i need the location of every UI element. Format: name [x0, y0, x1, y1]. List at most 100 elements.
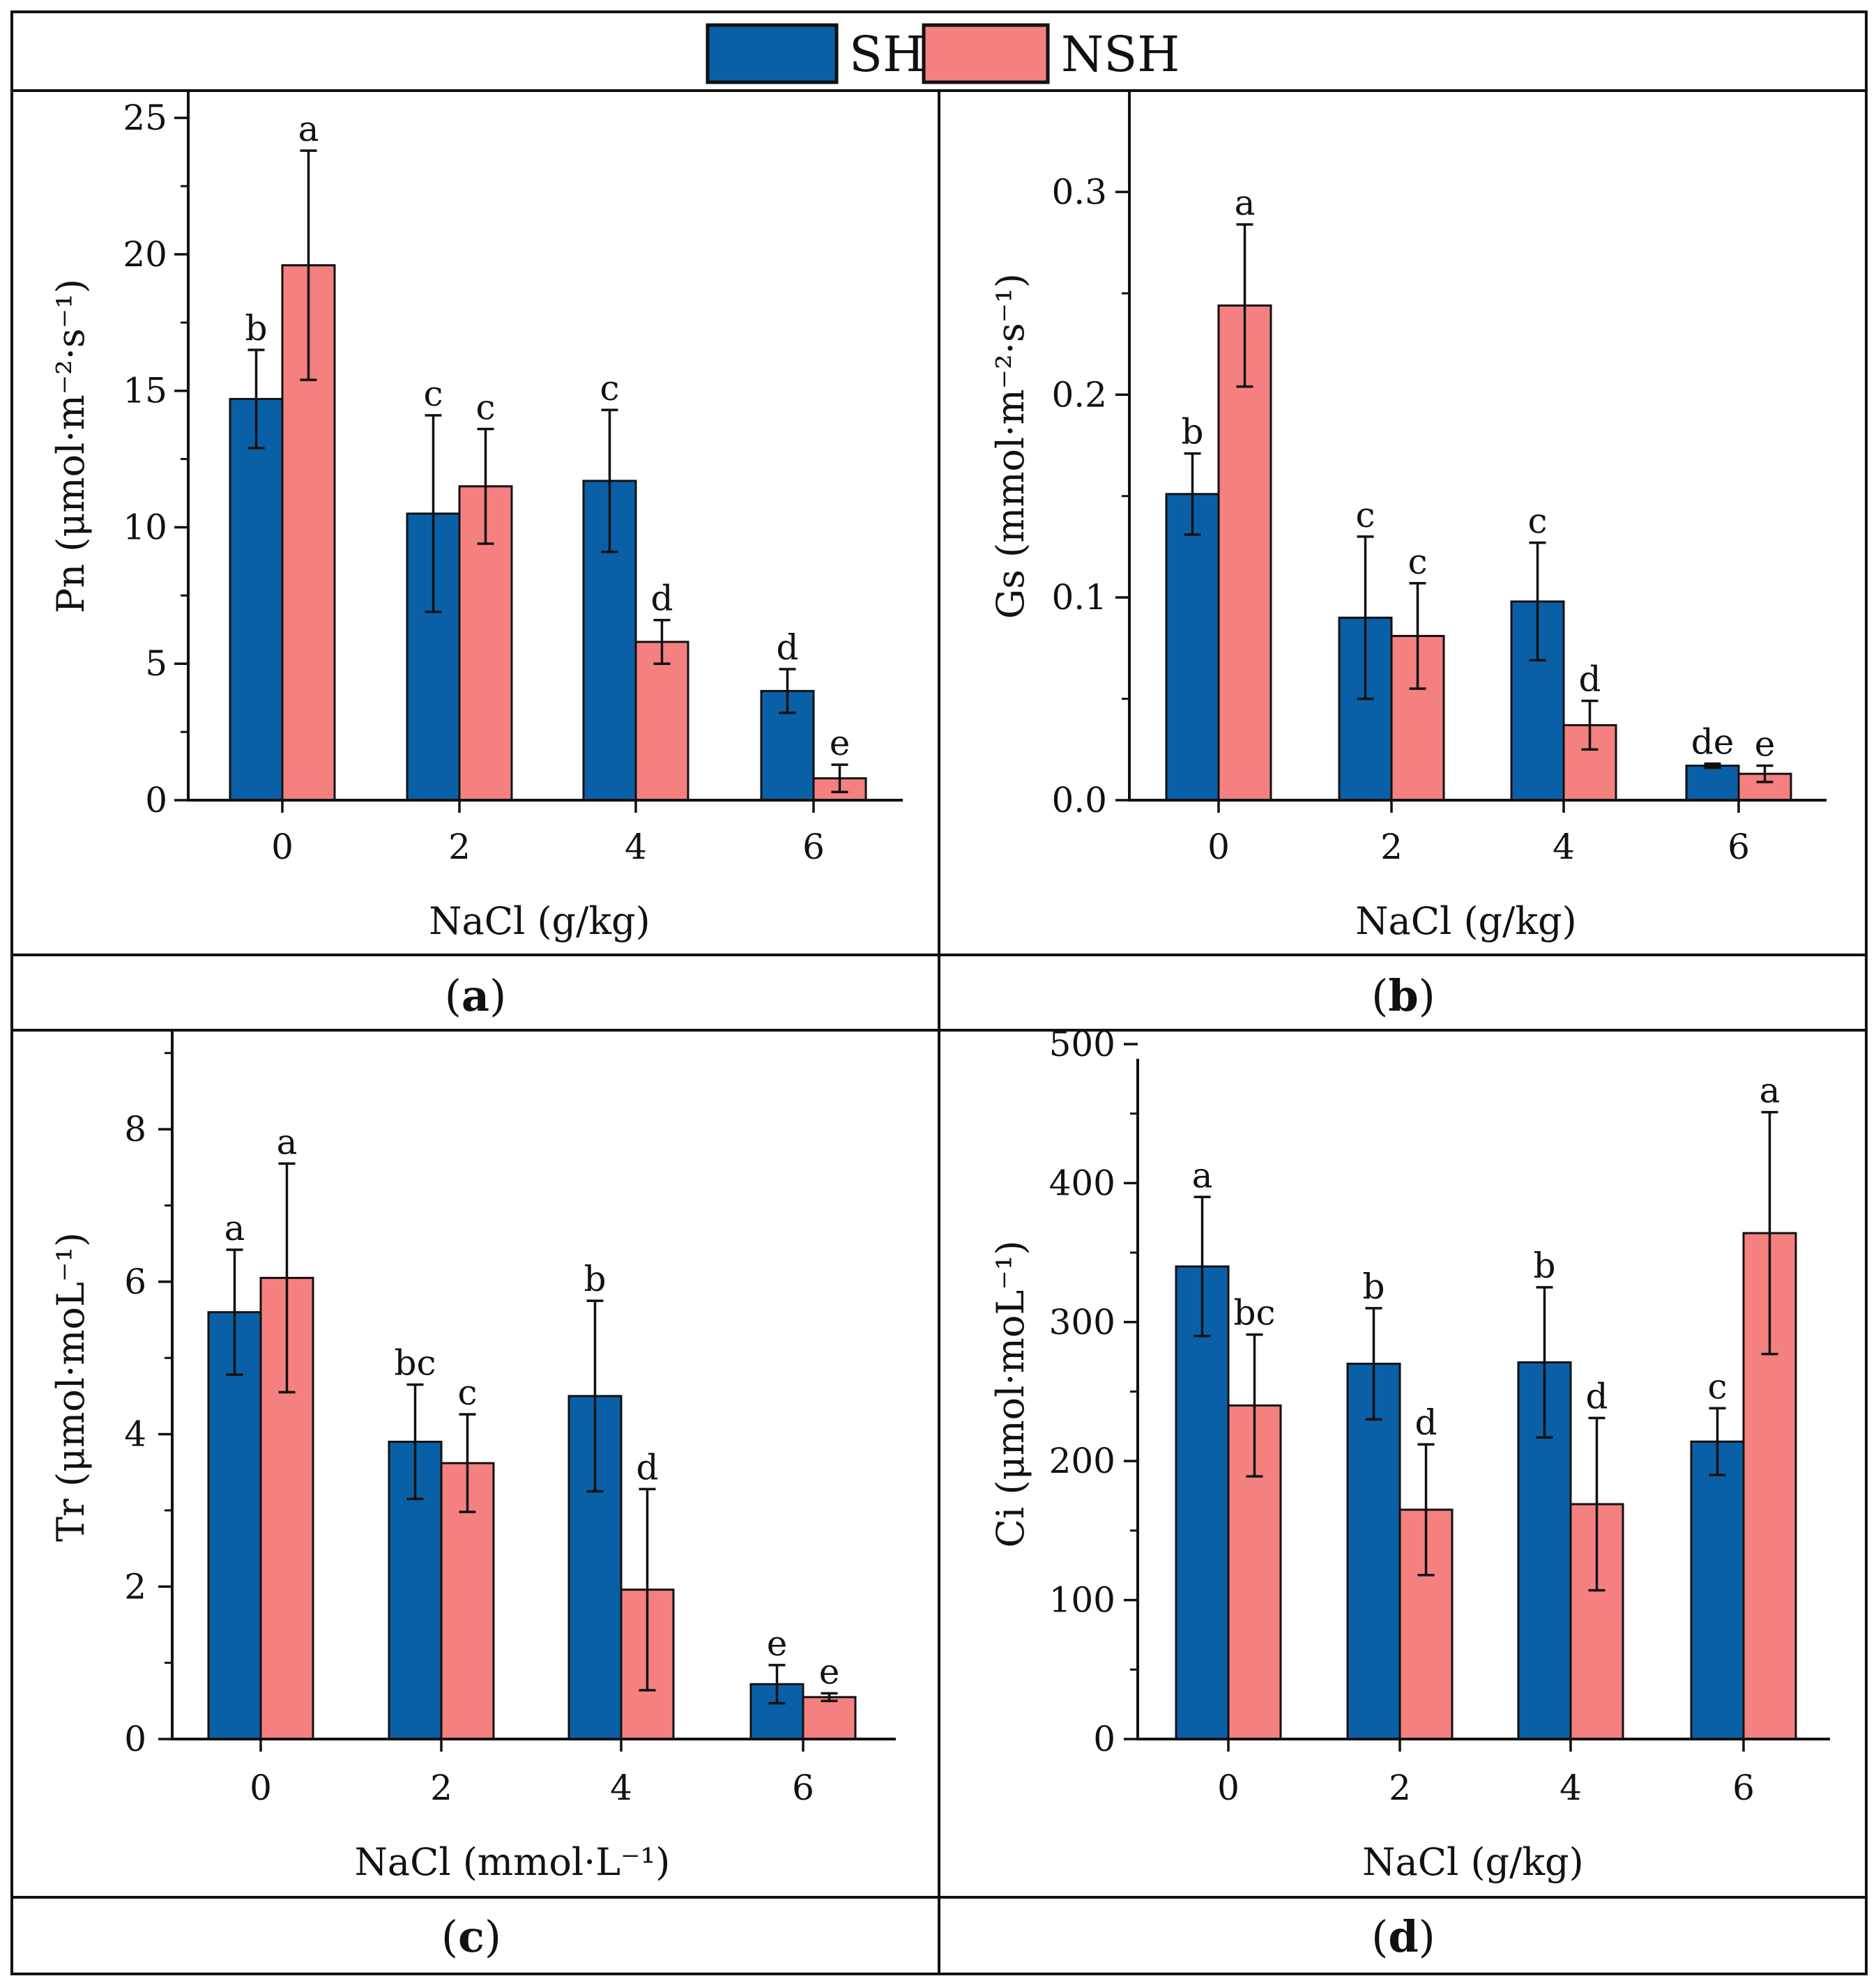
panel-c-sig-letter-nsh-4: d — [636, 1447, 658, 1487]
panel-d-ytick-label-4: 400 — [1049, 1163, 1115, 1203]
panel-d-y-axis-title: Ci (μmol·moL⁻¹) — [989, 1241, 1032, 1548]
panel-c-sig-letter-nsh-0: a — [277, 1121, 298, 1162]
panel-b-label: (b) — [1371, 970, 1435, 1021]
panel-c-label: (c) — [441, 1911, 501, 1962]
panel-c-errorbar-sh-4 — [586, 1299, 604, 1493]
panel-a-ytick-label-4: 20 — [123, 234, 167, 275]
panel-b-sig-letter-sh-2: c — [1355, 495, 1375, 535]
panel-a-errorbar-sh-0 — [247, 349, 265, 450]
panel-d-bar-sh-0 — [1175, 1265, 1230, 1740]
panel-a-y-axis-title: Pn (μmol·m⁻²·s⁻¹) — [49, 279, 93, 613]
panel-a-ytick-label-5: 25 — [123, 98, 167, 138]
panel-d-label-paren-open: ( — [1371, 1911, 1388, 1962]
panel-b-errorbar-nsh-0 — [1236, 223, 1253, 388]
panel-c-x-axis-title: NaCl (mmol·L⁻¹) — [355, 1840, 671, 1884]
panel-d-bar-sh-6 — [1690, 1440, 1745, 1740]
panel-b-xtick-label-2: 2 — [1380, 827, 1403, 867]
panel-d-sig-letter-nsh-0: bc — [1233, 1293, 1275, 1333]
panel-b-sig-letter-nsh-4: d — [1578, 659, 1601, 699]
panel-a-xtick-label-6: 6 — [802, 827, 825, 867]
panel-c-bar-nsh-6 — [802, 1696, 857, 1740]
legend-item-nsh: NSH — [922, 23, 1180, 84]
panel-a-sig-letter-sh-0: b — [245, 308, 267, 349]
panel-b-ytick-label-1: 0.1 — [1051, 577, 1107, 618]
panel-a-errorbar-sh-4 — [601, 408, 618, 553]
panel-b-bar-sh-0 — [1165, 493, 1220, 802]
panel-b-errorbar-nsh-6 — [1756, 764, 1774, 783]
panel-c-errorbar-sh-6 — [768, 1664, 786, 1705]
panel-c-sig-letter-sh-4: b — [584, 1259, 606, 1299]
panel-c-ytick-label-3: 6 — [124, 1262, 146, 1302]
panel-c-sig-letter-sh-2: bc — [394, 1343, 436, 1384]
legend-swatch-sh — [706, 23, 839, 84]
panel-c-sig-letter-nsh-6: e — [819, 1651, 840, 1692]
panel-c-errorbar-nsh-2 — [459, 1413, 476, 1513]
panel-c-xtick-label-6: 6 — [792, 1768, 814, 1808]
panel-a-label: (a) — [445, 970, 507, 1021]
panel-b-errorbar-sh-6 — [1704, 762, 1721, 770]
panel-d-ytick-label-3: 300 — [1049, 1302, 1115, 1342]
panel-a-errorbar-nsh-6 — [831, 763, 848, 794]
panel-b-ytick-label-3: 0.3 — [1051, 171, 1107, 212]
panel-d-errorbar-sh-4 — [1536, 1286, 1553, 1439]
panel-a-label-letter: a — [462, 970, 489, 1021]
panel-d-xtick-label-2: 2 — [1389, 1768, 1411, 1808]
panel-d-errorbar-nsh-2 — [1417, 1443, 1435, 1577]
panel-d-errorbar-sh-0 — [1194, 1195, 1211, 1338]
panel-a-xtick-label-4: 4 — [625, 827, 647, 867]
panel-c-errorbar-sh-0 — [226, 1248, 243, 1377]
panel-c-label-paren-close: ) — [485, 1911, 501, 1962]
panel-c-y-axis-title: Tr (μmol·moL⁻¹) — [49, 1232, 93, 1542]
panel-d-ytick-label-5: 500 — [1049, 1024, 1115, 1064]
panel-d-errorbar-nsh-6 — [1761, 1110, 1778, 1356]
panel-d-sig-letter-sh-0: a — [1192, 1155, 1213, 1195]
panel-b-sig-letter-sh-4: c — [1527, 501, 1547, 542]
panel-c-bar-sh-0 — [207, 1311, 262, 1740]
panel-a-label-paren-open: ( — [445, 970, 462, 1021]
panel-a-ytick-label-1: 5 — [145, 643, 167, 684]
panel-a-ytick-label-0: 0 — [145, 780, 167, 820]
panel-a-xtick-label-2: 2 — [448, 827, 471, 867]
panel-c: a bc b e a c d e 0 2 4 6 8 0 2 4 6 NaCl (mmol·L⁻¹) Tr (μmo… — [49, 1030, 896, 1962]
panel-a-errorbar-sh-6 — [779, 668, 796, 714]
panel-b-label-paren-close: ) — [1419, 970, 1435, 1021]
panel-b-sig-letter-sh-0: b — [1181, 412, 1203, 452]
panel-a-sig-letter-nsh-2: c — [475, 388, 495, 428]
panel-c-sig-letter-nsh-2: c — [457, 1372, 477, 1413]
panel-c-errorbar-nsh-6 — [821, 1692, 838, 1703]
panel-d-sig-letter-sh-2: b — [1362, 1266, 1385, 1307]
panel-d-sig-letter-sh-4: b — [1533, 1246, 1555, 1286]
panel-d-ytick-label-0: 0 — [1093, 1719, 1115, 1759]
panel-d-sig-letter-nsh-6: a — [1760, 1071, 1780, 1111]
panel-d-label: (d) — [1371, 1911, 1435, 1962]
panel-d-errorbar-nsh-0 — [1246, 1333, 1263, 1478]
panel-a-bar-sh-4 — [582, 480, 637, 802]
panel-c-ytick-label-0: 0 — [124, 1719, 146, 1759]
panel-a-errorbar-nsh-0 — [300, 149, 317, 381]
panel-b-errorbar-nsh-4 — [1581, 699, 1599, 751]
panel-b-sig-letter-sh-6: de — [1691, 722, 1734, 763]
panel-a-sig-letter-sh-4: c — [600, 368, 619, 408]
panel-c-errorbar-sh-2 — [406, 1383, 424, 1501]
panel-b-bar-sh-6 — [1685, 765, 1740, 802]
panel-d-xtick-label-0: 0 — [1217, 1768, 1240, 1808]
panel-b-label-paren-open: ( — [1371, 970, 1388, 1021]
panel-a-x-axis-title: NaCl (g/kg) — [429, 899, 650, 943]
panel-c-label-paren-open: ( — [441, 1911, 458, 1962]
panel-b-y-axis-title: Gs (mmol·m⁻²·s⁻¹) — [989, 273, 1032, 619]
panel-b-xtick-label-0: 0 — [1207, 827, 1230, 867]
panel-a-errorbar-sh-2 — [425, 414, 442, 613]
panel-d-sig-letter-nsh-2: d — [1414, 1402, 1437, 1443]
panel-c-ytick-label-1: 2 — [124, 1566, 146, 1607]
panel-d-x-axis-title: NaCl (g/kg) — [1362, 1840, 1583, 1884]
legend-label-sh: SH — [849, 26, 925, 83]
panel-a-errorbar-nsh-2 — [477, 427, 494, 545]
panel-c-sig-letter-sh-6: e — [767, 1623, 788, 1664]
panel-c-sig-letter-sh-0: a — [224, 1208, 245, 1248]
panel-a-ytick-label-3: 15 — [123, 371, 167, 411]
panel-a-bar-nsh-4 — [634, 641, 689, 802]
